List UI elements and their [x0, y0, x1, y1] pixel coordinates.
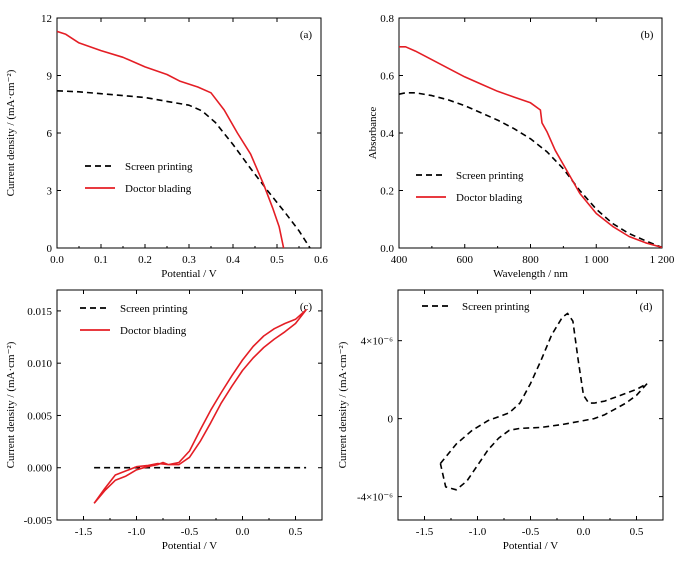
y-tick-label: 9	[47, 71, 53, 83]
panel-label: (c)	[300, 301, 313, 313]
plot-frame	[56, 17, 322, 249]
legend-label: Doctor blading	[456, 192, 523, 204]
x-tick-label: 0.4	[226, 254, 240, 266]
panel-label: (b)	[641, 29, 654, 41]
y-tick-label: 0.2	[380, 186, 394, 198]
plot-frame	[398, 17, 663, 249]
x-tick-label: 0.0	[50, 254, 64, 266]
y-tick-label: 4×10⁻⁶	[361, 336, 394, 348]
y-tick-label: 0.4	[380, 128, 394, 140]
panel-label: (a)	[300, 29, 313, 41]
y-tick-label: 3	[47, 186, 53, 198]
panel-label: (d)	[640, 301, 653, 313]
legend-label: Doctor blading	[120, 325, 187, 337]
y-tick-label: 0.005	[27, 410, 52, 422]
x-axis-label: Potential / V	[162, 540, 217, 552]
x-axis-label: Potential / V	[503, 540, 558, 552]
x-tick-label: 0.5	[270, 254, 284, 266]
series-line-screen-printing	[439, 312, 648, 491]
y-tick-label: -4×10⁻⁶	[357, 492, 393, 504]
series-line-screen-printing	[399, 92, 662, 248]
x-tick-label: 0.1	[94, 254, 108, 266]
y-tick-label: 0	[388, 414, 394, 426]
legend-label: Screen printing	[125, 161, 193, 173]
x-tick-label: -1.0	[469, 526, 487, 538]
x-tick-label: 0.6	[314, 254, 328, 266]
x-tick-label: 1 200	[650, 254, 675, 266]
x-tick-label: -1.5	[75, 526, 93, 538]
chart-panel-1: 0.0 0.1 0.2 0.3 0.4 0.5 0.6 0 3 6 9 12 Potential / V…	[5, 13, 328, 280]
x-tick-label: 600	[457, 254, 474, 266]
x-tick-label: 0.5	[630, 526, 644, 538]
x-tick-label: 0.2	[138, 254, 152, 266]
y-tick-label: 0.015	[27, 306, 52, 318]
chart-panel-4: -1.5 -1.0 -0.5 0.0 0.5 -4×10⁻⁶ 0 4×10⁻⁶ Potentia…	[337, 289, 664, 552]
x-tick-label: 0.0	[577, 526, 591, 538]
x-tick-label: 1 000	[584, 254, 609, 266]
x-tick-label: 0.0	[236, 526, 250, 538]
x-tick-label: 0.5	[289, 526, 303, 538]
chart-panel-3: -1.5 -1.0 -0.5 0.0 0.5 -0.005 0.000 0.005 0.010 0…	[5, 289, 323, 552]
legend-label: Screen printing	[456, 170, 524, 182]
y-tick-label: 6	[47, 128, 53, 140]
y-tick-label: 0.000	[27, 463, 52, 475]
y-tick-label: 0	[47, 243, 53, 255]
series-line-screen-printing	[57, 90, 311, 248]
x-axis-label: Wavelength / nm	[493, 268, 568, 280]
y-tick-label: 0.0	[380, 243, 394, 255]
legend-label: Screen printing	[120, 303, 188, 315]
x-tick-label: 400	[391, 254, 408, 266]
legend-label: Screen printing	[462, 301, 530, 313]
y-axis-label: Current density / (mA·cm⁻²)	[5, 341, 17, 468]
y-axis-label: Current density / (mA·cm⁻²)	[5, 69, 17, 196]
y-tick-label: 0.010	[27, 358, 52, 370]
x-tick-label: -0.5	[522, 526, 540, 538]
x-tick-label: -1.5	[416, 526, 434, 538]
x-tick-label: 0.3	[182, 254, 196, 266]
series-line-doctor-blading	[93, 309, 307, 504]
series-line-doctor-blading	[57, 30, 285, 248]
legend-label: Doctor blading	[125, 183, 192, 195]
y-axis-label: Absorbance	[367, 107, 379, 160]
chart-panel-2: 400 600 800 1 000 1 200 0.0 0.2 0.4 0.6 0.8 Wavele…	[367, 13, 675, 280]
x-tick-label: 800	[522, 254, 539, 266]
y-tick-label: 0.6	[380, 71, 394, 83]
x-axis-label: Potential / V	[161, 268, 216, 280]
y-tick-label: 0.8	[380, 13, 394, 25]
y-tick-label: 12	[41, 13, 52, 25]
y-tick-label: -0.005	[24, 515, 53, 527]
x-tick-label: -1.0	[128, 526, 146, 538]
series-line-doctor-blading	[399, 46, 662, 248]
y-axis-label: Current density / (mA·cm⁻²)	[337, 341, 349, 468]
x-tick-label: -0.5	[181, 526, 199, 538]
